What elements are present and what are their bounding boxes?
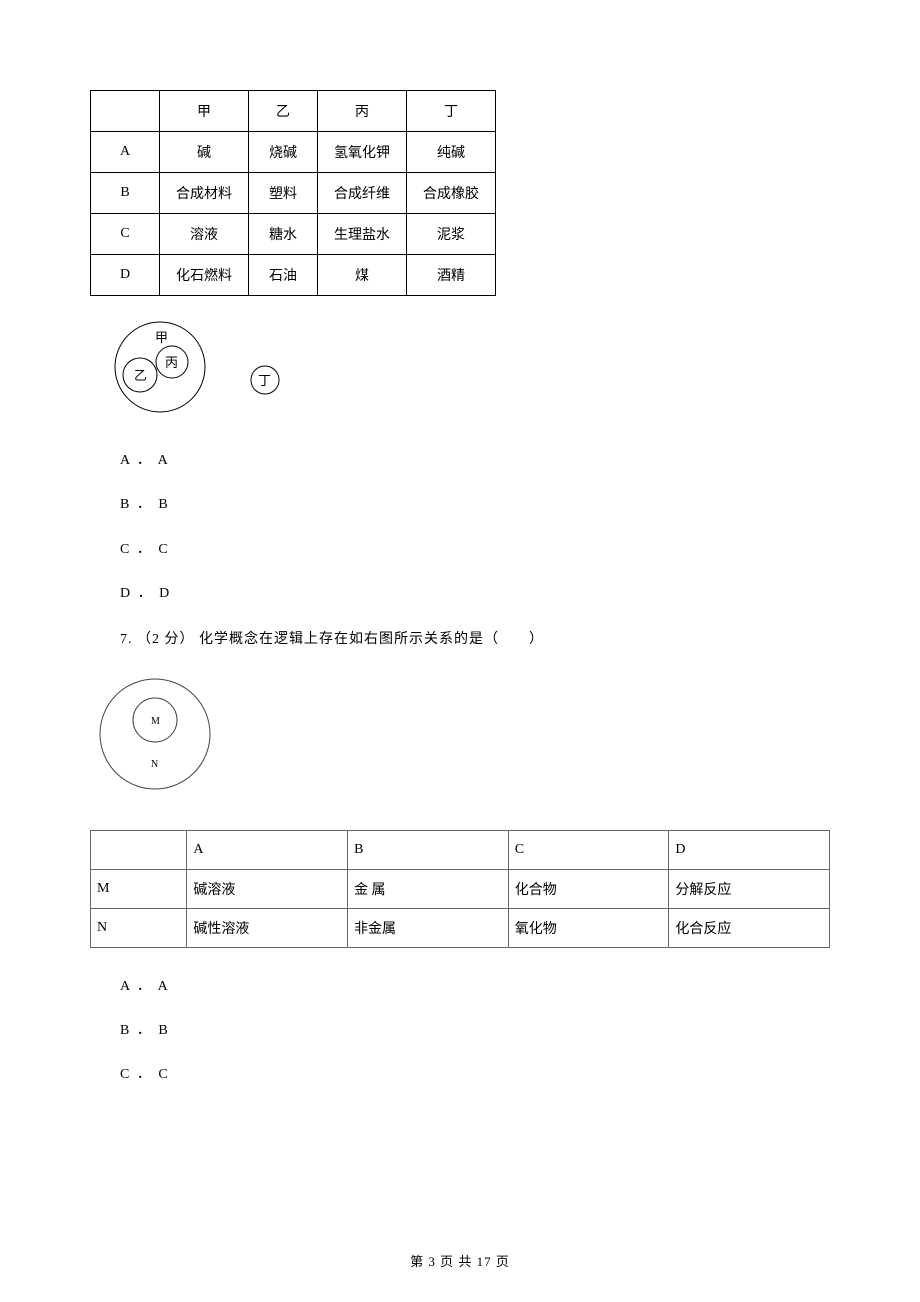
question-7: 7. （2 分） 化学概念在逻辑上存在如右图所示关系的是（ ） [120, 628, 830, 648]
table-row: A 碱 烧碱 氢氧化钾 纯碱 [91, 132, 496, 173]
label-bing: 丙 [165, 355, 178, 370]
question-text: 化学概念在逻辑上存在如右图所示关系的是（ ） [199, 632, 544, 647]
table-row: C 溶液 糖水 生理盐水 泥浆 [91, 214, 496, 255]
table-cell: 石油 [249, 255, 318, 296]
table-cell: M [91, 869, 187, 908]
option-d: D ． D [120, 583, 830, 605]
table-cell: D [91, 255, 160, 296]
label-yi: 乙 [134, 368, 147, 383]
table-cell: N [91, 908, 187, 947]
table-cell [91, 830, 187, 869]
table-cell: 溶液 [160, 214, 249, 255]
concentric-svg: M N [90, 672, 230, 797]
option-b: B ． B [120, 494, 830, 516]
table-cell: B [348, 830, 509, 869]
table-cell: 甲 [160, 91, 249, 132]
page-number: 第 3 页 共 17 页 [410, 1254, 510, 1269]
table-cell: 碱溶液 [187, 869, 348, 908]
question-points: （2 分） [137, 632, 195, 647]
table-cell: 化合反应 [669, 908, 830, 947]
table-cell: 合成橡胶 [407, 173, 496, 214]
table-cell: C [508, 830, 669, 869]
options-question7: A ． A B ． B C ． C [120, 976, 830, 1087]
table-cell: 丙 [318, 91, 407, 132]
table-cell: C [91, 214, 160, 255]
question-number: 7. [120, 632, 133, 647]
label-m: M [151, 716, 160, 727]
table-cell: 氢氧化钾 [318, 132, 407, 173]
table-row: B 合成材料 塑料 合成纤维 合成橡胶 [91, 173, 496, 214]
table-row: A B C D [91, 830, 830, 869]
table-cell: 酒精 [407, 255, 496, 296]
table-cell: 烧碱 [249, 132, 318, 173]
table-row: M 碱溶液 金 属 化合物 分解反应 [91, 869, 830, 908]
table-row: 甲 乙 丙 丁 [91, 91, 496, 132]
table-cell: 碱 [160, 132, 249, 173]
table-cell: 纯碱 [407, 132, 496, 173]
label-jia: 甲 [155, 330, 168, 345]
table-cell: 合成纤维 [318, 173, 407, 214]
table-cell: 化合物 [508, 869, 669, 908]
table-cell: 合成材料 [160, 173, 249, 214]
table-cell: 乙 [249, 91, 318, 132]
table-cell: 金 属 [348, 869, 509, 908]
option-a: A ． A [120, 976, 830, 998]
table-cell: 化石燃料 [160, 255, 249, 296]
table-cell: B [91, 173, 160, 214]
table-row: D 化石燃料 石油 煤 酒精 [91, 255, 496, 296]
table-cell: 泥浆 [407, 214, 496, 255]
table-cell: A [187, 830, 348, 869]
options-question6: A ． A B ． B C ． C D ． D [120, 450, 830, 606]
table-cell: 非金属 [348, 908, 509, 947]
table-cell: 塑料 [249, 173, 318, 214]
table-cell [91, 91, 160, 132]
option-c: C ． C [120, 1064, 830, 1086]
table-cell: 煤 [318, 255, 407, 296]
table-cell: D [669, 830, 830, 869]
page-footer: 第 3 页 共 17 页 [0, 1251, 920, 1270]
label-n: N [151, 759, 158, 770]
table-cell: A [91, 132, 160, 173]
table-cell: 生理盐水 [318, 214, 407, 255]
table-cell: 碱性溶液 [187, 908, 348, 947]
concentric-diagram-m-n: M N [90, 672, 830, 802]
table-question7: A B C D M 碱溶液 金 属 化合物 分解反应 N 碱性溶液 非金属 氧化… [90, 830, 830, 948]
table-cell: 糖水 [249, 214, 318, 255]
option-a: A ． A [120, 450, 830, 472]
table-row: N 碱性溶液 非金属 氧化物 化合反应 [91, 908, 830, 947]
option-b: B ． B [120, 1020, 830, 1042]
table-cell: 丁 [407, 91, 496, 132]
label-ding: 丁 [258, 373, 271, 388]
table-cell: 分解反应 [669, 869, 830, 908]
venn-svg: 甲 乙 丙 丁 [100, 320, 300, 415]
venn-diagram-jia-yi-bing-ding: 甲 乙 丙 丁 [100, 320, 830, 420]
table-cell: 氧化物 [508, 908, 669, 947]
table-question6: 甲 乙 丙 丁 A 碱 烧碱 氢氧化钾 纯碱 B 合成材料 塑料 合成纤维 合成… [90, 90, 496, 296]
option-c: C ． C [120, 539, 830, 561]
